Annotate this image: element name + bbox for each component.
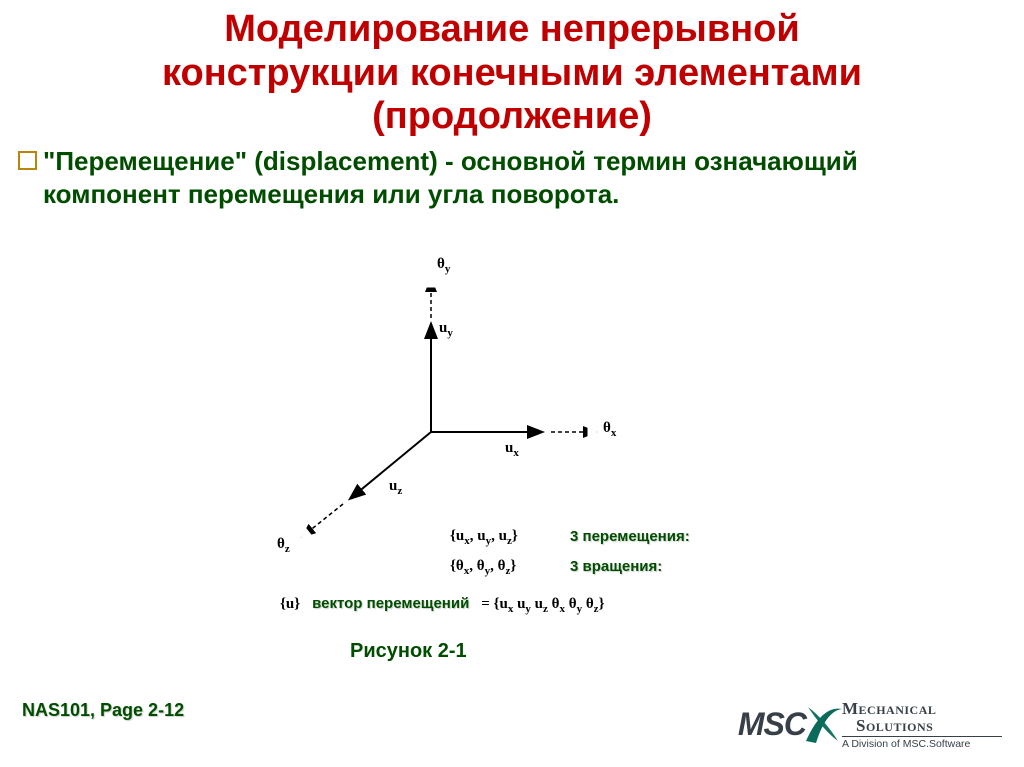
slide-title: Моделирование непрерывной конструкции ко… — [0, 0, 1024, 139]
axes-svg — [285, 280, 645, 570]
title-line-3: (продолжение) — [0, 95, 1024, 139]
theta-z-label: θz — [277, 536, 290, 555]
vec-eq: = {ux uy uz θx θy θz} — [474, 596, 605, 612]
label-rotations: 3 вращения: — [570, 558, 662, 575]
logo-tagline: A Division of MSC.Software — [842, 737, 1002, 750]
figure-caption: Рисунок 2-1 — [350, 640, 467, 663]
u-x-label: ux — [505, 440, 519, 459]
vec-desc: вектор перемещений — [312, 595, 469, 612]
displacement-vector-row: {u} вектор перемещений = {ux uy uz θx θy… — [280, 595, 920, 615]
bullet-marker-icon — [18, 151, 37, 170]
logo-swoosh-icon — [802, 701, 844, 747]
vec-rotations: {θx, θy, θz} — [450, 558, 516, 577]
u-y-label: uy — [439, 320, 453, 339]
page-footer: NAS101, Page 2-12 — [22, 700, 184, 721]
bullet-text: "Перемещение" (displacement) - основной … — [43, 145, 1002, 210]
msc-logo: MSC Mechanical Solutions A Division of M… — [738, 700, 1002, 750]
title-line-2: конструкции конечными элементами — [0, 52, 1024, 96]
u-z-label: uz — [389, 478, 402, 497]
coordinate-diagram: θy uy θx ux uz θz — [285, 280, 645, 570]
title-line-1: Моделирование непрерывной — [0, 8, 1024, 52]
bullet-item: "Перемещение" (displacement) - основной … — [0, 139, 1024, 210]
theta-x-label: θx — [603, 420, 616, 439]
u-symbol: {u} — [280, 596, 308, 612]
logo-msc-text: MSC — [738, 706, 808, 743]
vec-translations: {ux, uy, uz} — [450, 528, 518, 547]
label-translations: 3 перемещения: — [570, 528, 690, 545]
logo-line-2: Solutions — [842, 717, 1002, 734]
theta-y-label: θy — [437, 256, 450, 275]
logo-line-1: Mechanical — [842, 700, 1002, 717]
